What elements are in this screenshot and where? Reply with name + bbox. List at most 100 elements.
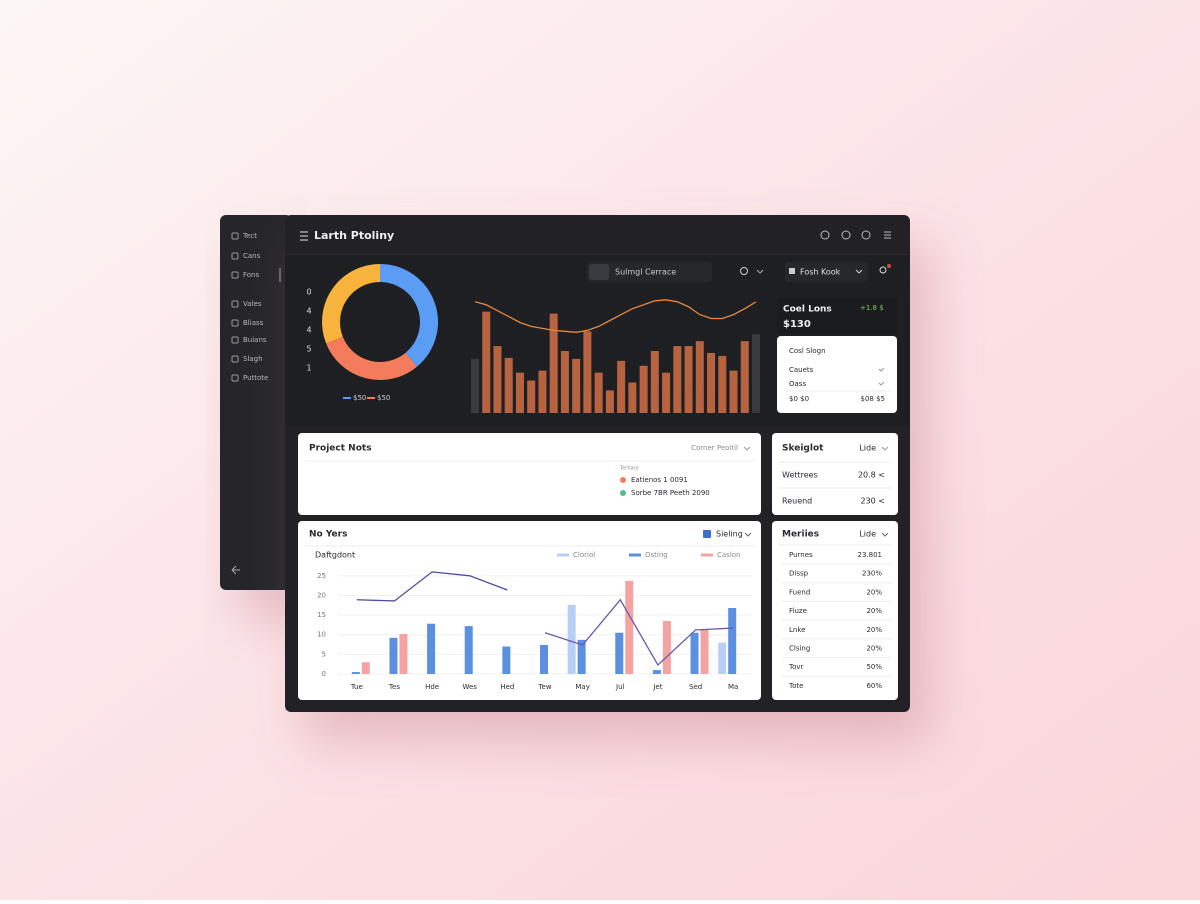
detail-title: Cosl Slogn <box>789 347 826 355</box>
nav-item[interactable]: Puttote <box>243 374 268 382</box>
x-tick-label: Jul <box>615 683 625 691</box>
nav-icon <box>231 319 239 327</box>
nav-icon <box>231 355 239 363</box>
search-box[interactable] <box>587 262 712 282</box>
nav-item[interactable]: Fons <box>243 271 259 279</box>
bar <box>504 357 513 413</box>
chart-filter[interactable]: Sieling <box>716 530 743 539</box>
bar <box>605 390 614 413</box>
bar <box>464 626 473 674</box>
status-dot <box>620 490 626 496</box>
metric-value: 60% <box>866 682 882 690</box>
nav-icon <box>231 232 239 240</box>
metric-value: 50% <box>866 663 882 671</box>
nav-item[interactable]: Vales <box>243 300 262 308</box>
nav-item[interactable]: Cans <box>243 252 261 260</box>
detail-footer: $08 $5 <box>861 395 886 403</box>
check-icon <box>878 367 885 386</box>
metric-value: 20% <box>866 626 882 634</box>
nav-icon <box>231 336 239 344</box>
background-bar <box>752 334 760 413</box>
bar <box>482 311 491 413</box>
status-dot <box>620 477 626 483</box>
more-icon[interactable] <box>884 231 891 239</box>
summary-card <box>777 297 897 335</box>
bar <box>652 670 661 674</box>
sidebar <box>220 215 292 590</box>
summary-value: $130 <box>783 319 811 330</box>
bar <box>740 341 749 413</box>
notification-dot <box>887 264 891 268</box>
donut-segment <box>322 264 381 344</box>
back-arrow[interactable] <box>231 565 240 575</box>
summary-detail-card <box>777 336 897 413</box>
legend-label: $50 <box>353 394 366 402</box>
bar <box>707 352 716 413</box>
donut-label: 0 <box>306 288 311 297</box>
bar <box>567 604 576 674</box>
detail-footer: $0 $0 <box>789 395 809 403</box>
summary-title: Coel Lons <box>783 305 832 315</box>
bar <box>527 380 536 413</box>
detail-row: Oass <box>789 380 806 388</box>
metric-label: Tovr <box>788 663 804 671</box>
icon-button[interactable] <box>841 230 851 240</box>
stats-title: Skeiglot <box>782 444 824 454</box>
stat-label: Reuend <box>782 497 812 506</box>
bar <box>351 672 360 674</box>
x-tick-label: Sed <box>689 683 702 691</box>
legend-label: Cloriol <box>573 551 595 559</box>
metric-label: Clsing <box>789 645 810 653</box>
donut-label: 4 <box>306 307 311 316</box>
legend-label: $50 <box>377 394 390 402</box>
detail-row: Cauets <box>789 366 814 374</box>
nav-item[interactable]: Bliass <box>243 319 264 327</box>
bar <box>538 370 547 413</box>
search-placeholder: Sulmgl Cerrace <box>615 268 676 277</box>
account-dropdown[interactable] <box>785 262 868 282</box>
metrics-card <box>772 521 898 700</box>
chart-card <box>298 521 761 700</box>
nav-icon <box>231 300 239 308</box>
notes-caption: Tertiary <box>619 466 639 472</box>
bar <box>617 360 626 413</box>
notes-title: Project Nots <box>309 444 372 454</box>
metric-label: Fiuze <box>789 607 807 615</box>
bar <box>502 646 511 674</box>
stats-filter[interactable]: Lide <box>859 444 876 453</box>
nav-item[interactable]: Buians <box>243 336 267 344</box>
donut-label: 1 <box>306 364 311 373</box>
nav-item[interactable]: Slagh <box>243 355 263 363</box>
trend-line <box>356 571 508 602</box>
metric-label: Fuend <box>789 588 810 596</box>
user-icon[interactable] <box>879 266 887 274</box>
search-icon <box>589 264 609 280</box>
y-tick-label: 15 <box>317 611 326 619</box>
nav-icon <box>231 271 239 279</box>
metric-label: Dissp <box>789 570 809 578</box>
trend-line <box>474 299 757 333</box>
metric-label: Tote <box>788 682 803 690</box>
menu-icon[interactable] <box>300 231 308 241</box>
metric-value: 23.801 <box>858 551 883 559</box>
notes-filter[interactable]: Corner Peoitil <box>691 444 738 452</box>
search-button[interactable] <box>740 267 748 275</box>
chevron <box>881 446 889 451</box>
icon-button[interactable] <box>820 230 830 240</box>
nav-icon <box>231 252 239 260</box>
bar <box>639 365 648 413</box>
bar <box>662 372 671 413</box>
bar <box>560 351 569 413</box>
metric-label: Lnke <box>789 626 805 634</box>
nav-item[interactable]: Tect <box>242 232 257 240</box>
bar <box>628 382 637 413</box>
icon-button[interactable] <box>861 230 871 240</box>
bar <box>718 355 727 413</box>
y-tick-label: 20 <box>317 591 326 599</box>
bar <box>594 372 603 413</box>
bar <box>515 372 524 413</box>
stat-value: 230 < <box>860 497 885 506</box>
metrics-filter[interactable]: Lide <box>859 530 876 539</box>
chart-title: No Yers <box>309 530 347 540</box>
summary-badge: +1.8 $ <box>860 304 884 312</box>
